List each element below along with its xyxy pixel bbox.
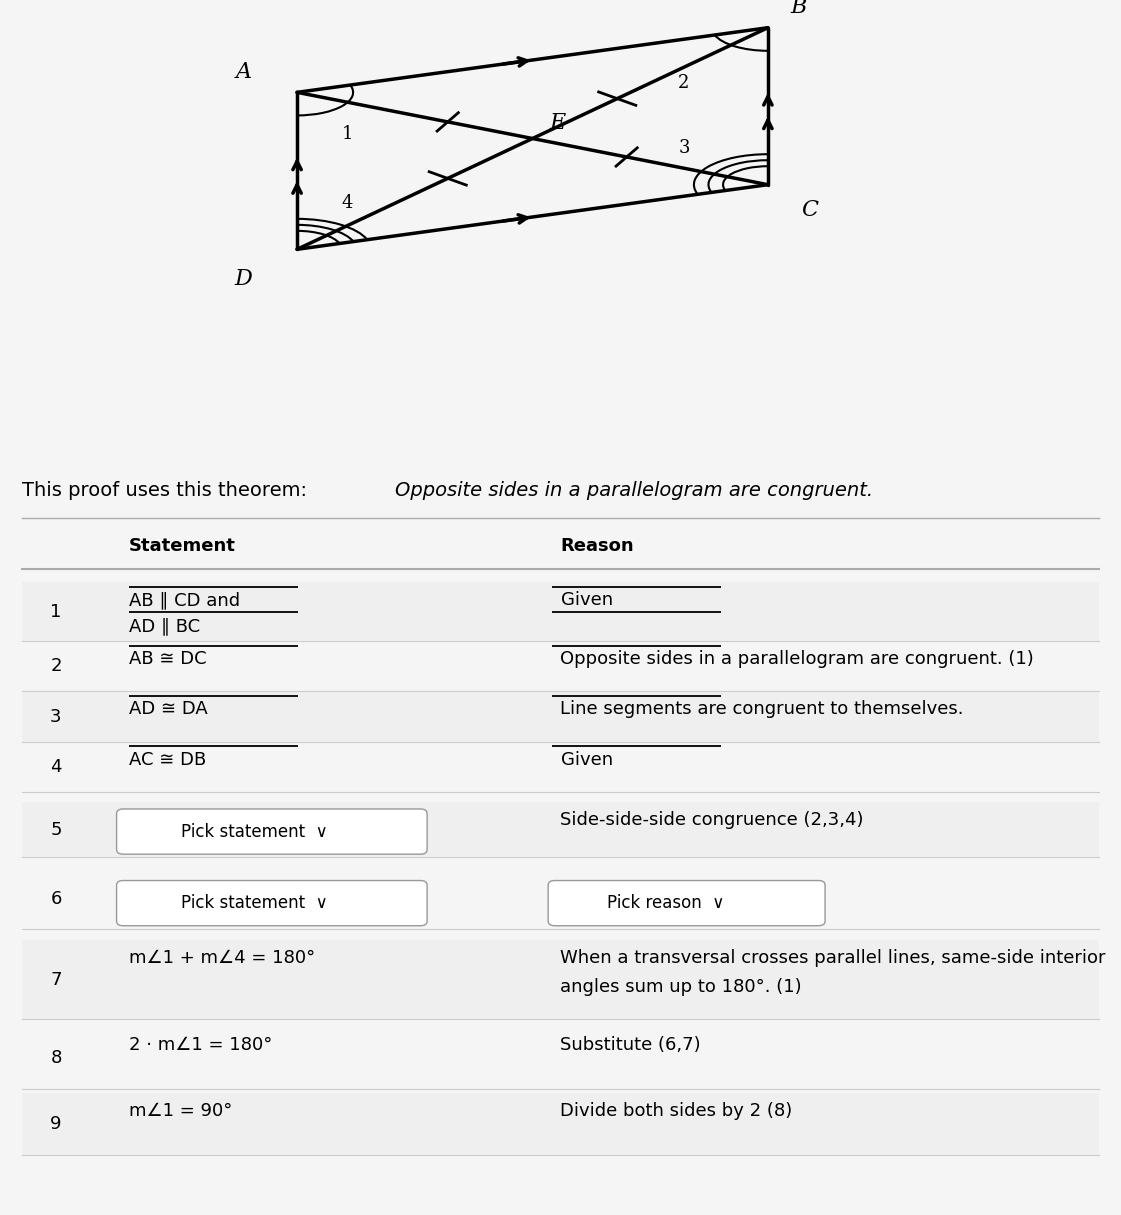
Text: AD ≅ DA: AD ≅ DA xyxy=(129,701,207,718)
Text: 3: 3 xyxy=(678,139,689,157)
Text: This proof uses this theorem:: This proof uses this theorem: xyxy=(22,481,314,499)
Text: AB ∥ CD and: AB ∥ CD and xyxy=(129,592,240,609)
Text: 8: 8 xyxy=(50,1049,62,1067)
Text: Pick statement  ∨: Pick statement ∨ xyxy=(180,894,327,912)
Text: 3: 3 xyxy=(50,707,62,725)
Text: Pick reason  ∨: Pick reason ∨ xyxy=(606,894,724,912)
Text: Side-side-side congruence (2,3,4): Side-side-side congruence (2,3,4) xyxy=(560,812,864,829)
Text: AB ≅ DC: AB ≅ DC xyxy=(129,650,206,668)
Text: Opposite sides in a parallelogram are congruent.: Opposite sides in a parallelogram are co… xyxy=(395,481,873,499)
Bar xyxy=(22,802,1099,858)
Bar xyxy=(22,642,1099,691)
Text: 4: 4 xyxy=(50,758,62,776)
Bar xyxy=(22,940,1099,1019)
Text: Given: Given xyxy=(560,592,612,609)
Bar xyxy=(22,870,1099,928)
Text: AC ≅ DB: AC ≅ DB xyxy=(129,751,206,769)
Bar xyxy=(22,742,1099,792)
Text: D: D xyxy=(234,267,252,290)
Text: Line segments are congruent to themselves.: Line segments are congruent to themselve… xyxy=(560,701,964,718)
Text: 9: 9 xyxy=(50,1115,62,1134)
Text: 1: 1 xyxy=(50,603,62,621)
Text: Reason: Reason xyxy=(560,537,634,555)
Text: 2 · m∠1 = 180°: 2 · m∠1 = 180° xyxy=(129,1035,272,1053)
Text: angles sum up to 180°. (1): angles sum up to 180°. (1) xyxy=(560,978,803,996)
FancyBboxPatch shape xyxy=(548,881,825,926)
Text: m∠1 + m∠4 = 180°: m∠1 + m∠4 = 180° xyxy=(129,949,315,967)
Text: 5: 5 xyxy=(50,820,62,838)
Text: E: E xyxy=(549,112,565,134)
Bar xyxy=(22,1094,1099,1155)
Text: Substitute (6,7): Substitute (6,7) xyxy=(560,1035,701,1053)
Text: A: A xyxy=(237,61,252,83)
Text: 7: 7 xyxy=(50,971,62,989)
Bar xyxy=(22,1027,1099,1089)
FancyBboxPatch shape xyxy=(117,881,427,926)
Text: Statement: Statement xyxy=(129,537,235,555)
Text: 6: 6 xyxy=(50,891,62,909)
Text: Opposite sides in a parallelogram are congruent. (1): Opposite sides in a parallelogram are co… xyxy=(560,650,1035,668)
FancyBboxPatch shape xyxy=(117,809,427,854)
Text: Given: Given xyxy=(560,751,612,769)
Text: B: B xyxy=(790,0,807,18)
Text: m∠1 = 90°: m∠1 = 90° xyxy=(129,1102,232,1120)
Text: 4: 4 xyxy=(342,194,353,213)
Text: AD ∥ BC: AD ∥ BC xyxy=(129,617,200,635)
Text: 1: 1 xyxy=(342,125,353,142)
Text: Divide both sides by 2 (8): Divide both sides by 2 (8) xyxy=(560,1102,793,1120)
Text: When a transversal crosses parallel lines, same-side interior: When a transversal crosses parallel line… xyxy=(560,949,1106,967)
Text: Pick statement  ∨: Pick statement ∨ xyxy=(180,823,327,841)
Bar xyxy=(22,582,1099,642)
Text: 2: 2 xyxy=(50,657,62,676)
Bar xyxy=(22,691,1099,742)
Text: C: C xyxy=(802,198,818,221)
Text: 2: 2 xyxy=(678,74,689,92)
